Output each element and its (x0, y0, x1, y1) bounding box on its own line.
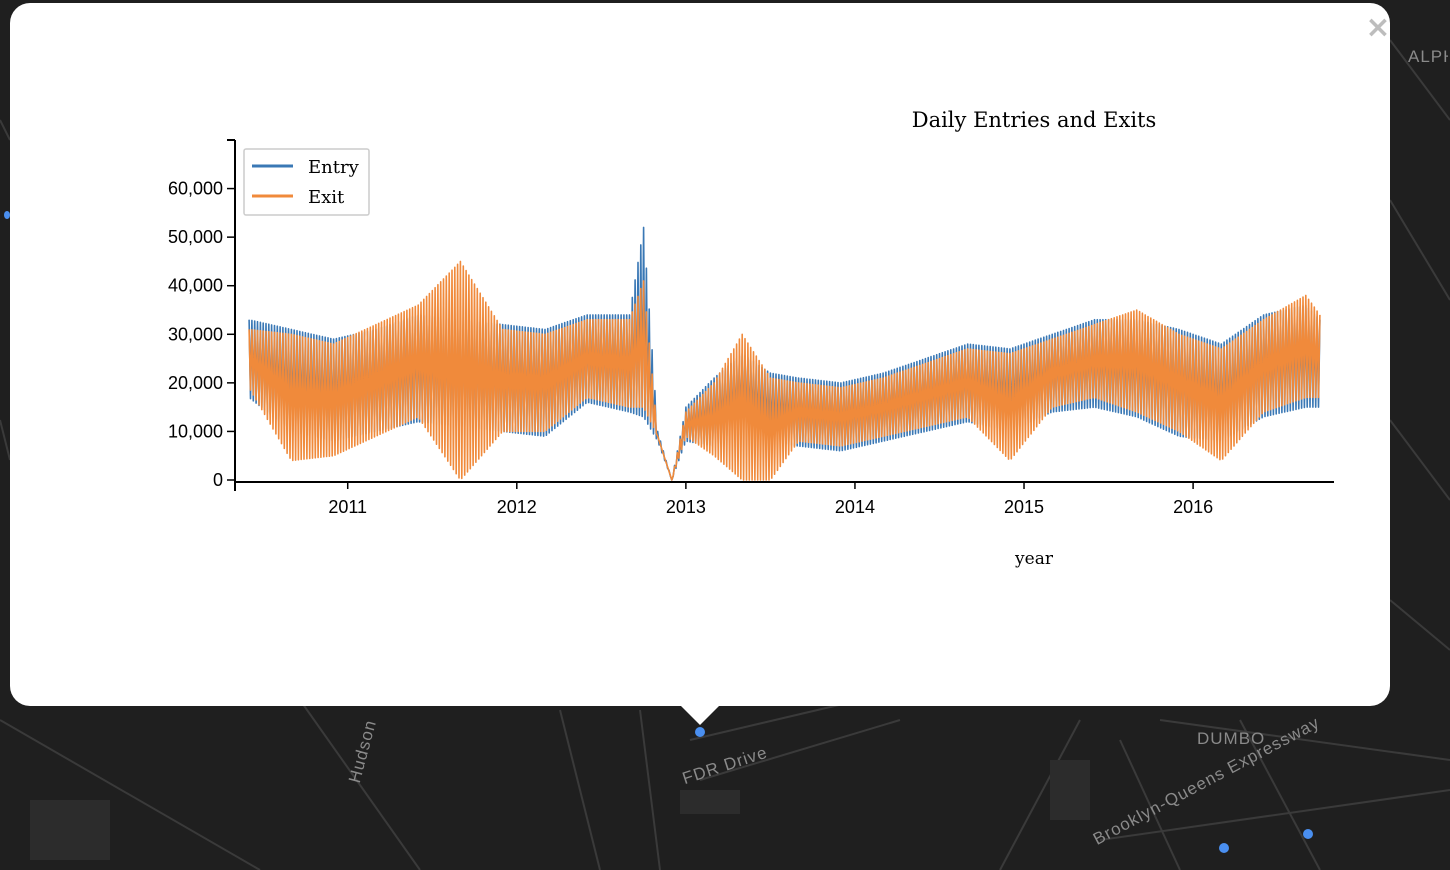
station-popup: × Daily Entries and Exits year 0 10,000 20… (10, 3, 1391, 706)
x-tick-label: 2013 (666, 497, 706, 517)
y-tick-label: 0 (213, 470, 223, 490)
y-tick-label: 20,000 (168, 373, 223, 393)
popup-pointer (679, 704, 721, 725)
station-marker[interactable] (1219, 843, 1229, 853)
x-tick-label: 2016 (1173, 497, 1213, 517)
station-marker-selected[interactable] (695, 727, 705, 737)
map-label-dumbo: DUMBO (1197, 729, 1266, 748)
map-streets (0, 39, 1450, 870)
x-axis-label: year (1014, 549, 1054, 569)
y-axis: 0 10,000 20,000 30,000 40,000 50,000 60,000 (168, 139, 236, 490)
x-axis: 2011 2012 2013 2014 2015 2016 (234, 481, 1334, 517)
map-piers (30, 760, 1090, 860)
legend-entry-label: Entry (308, 157, 360, 178)
chart-legend: Entry Exit (243, 148, 370, 216)
y-tick-label: 30,000 (168, 324, 223, 344)
x-tick-label: 2012 (497, 497, 537, 517)
y-tick-label: 40,000 (168, 276, 223, 296)
station-marker[interactable] (1303, 829, 1313, 839)
x-tick-label: 2014 (835, 497, 875, 517)
daily-entries-exits-chart: Daily Entries and Exits year 0 10,000 20,0… (168, 108, 1334, 569)
x-tick-label: 2011 (328, 497, 367, 517)
station-marker[interactable] (4, 211, 10, 219)
series-line-exit (248, 260, 1321, 481)
y-tick-label: 60,000 (168, 179, 223, 199)
close-button[interactable]: × (1365, 10, 1391, 45)
map-label-alph: ALPH (1408, 47, 1448, 66)
chart-title: Daily Entries and Exits (912, 108, 1157, 132)
legend-exit-label: Exit (308, 187, 345, 208)
y-tick-label: 10,000 (168, 421, 223, 441)
x-tick-label: 2015 (1004, 497, 1044, 517)
series-layer (248, 226, 1321, 481)
y-tick-label: 50,000 (168, 227, 223, 247)
